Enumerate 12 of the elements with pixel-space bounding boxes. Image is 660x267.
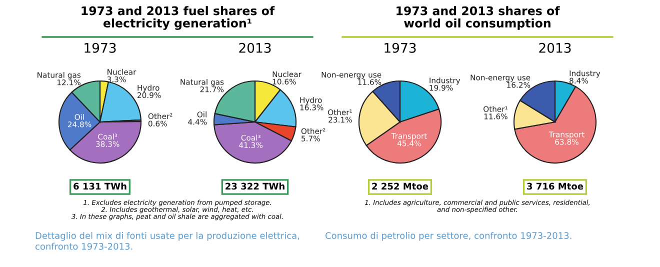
text: 23 322 TWh — [226, 182, 284, 190]
chart-title: 1973 — [384, 42, 416, 53]
text: 3 716 Mtoe — [527, 182, 584, 190]
text: 1973 and 2013 fuel shares of electricity generation¹ — [82, 6, 275, 30]
text: 6 131 TWh — [74, 182, 126, 190]
text: 2 252 Mtoe — [372, 182, 428, 190]
text: Consumo di petrolio per settore, confronto 1973-2013. — [326, 232, 572, 241]
text: Dettaglio del mix di fonti usate per la produzione elettrica, confronto 1973-2013. — [36, 232, 300, 250]
chart-title: 2013 — [539, 42, 571, 53]
text: 1973 and 2013 shares of world oil consumption — [396, 6, 560, 30]
chart-title: 2013 — [239, 42, 271, 53]
chart-title: 1973 — [84, 42, 116, 53]
